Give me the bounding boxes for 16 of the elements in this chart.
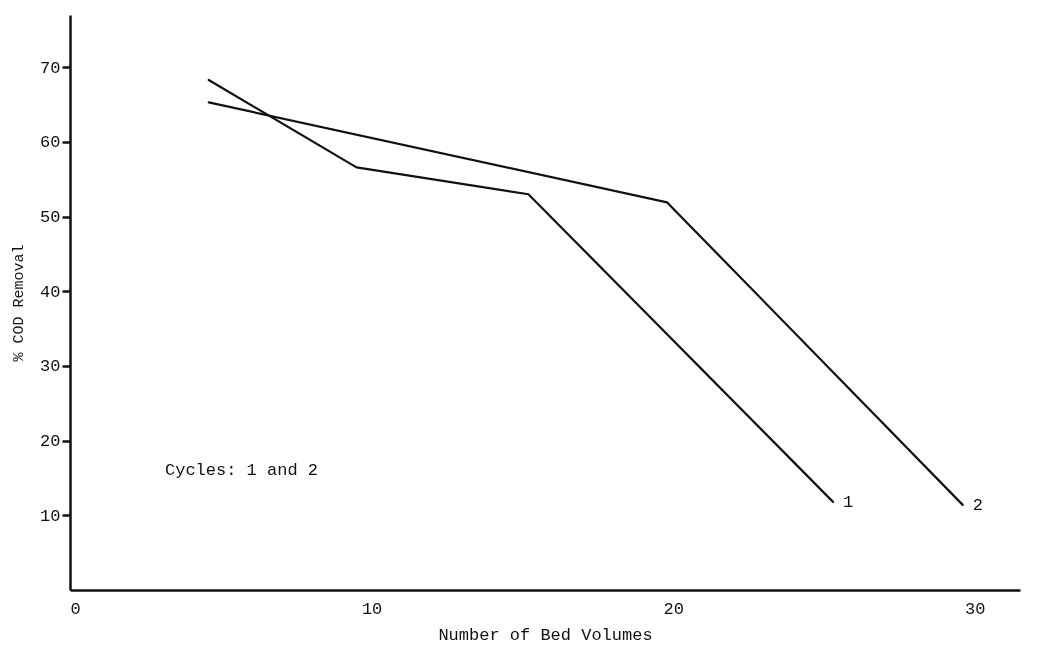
y-axis-title: % COD Removal [11, 244, 29, 362]
x-tick-label: 20 [663, 599, 684, 619]
y-tick-label: 10 [40, 506, 61, 526]
y-tick-label: 30 [40, 357, 61, 377]
x-tick-label: 10 [361, 599, 383, 619]
y-tick-label: 20 [40, 432, 61, 452]
y-tick-label: 70 [40, 58, 61, 78]
y-tick-label: 50 [40, 208, 61, 228]
x-tick-label: 30 [965, 599, 986, 619]
series-label: 1 [843, 492, 854, 512]
x-axis-title: Number of Bed Volumes [438, 625, 653, 645]
y-tick-label: 40 [40, 282, 61, 302]
y-tick-label: 60 [40, 133, 61, 153]
annotation: Cycles: 1 and 2 [165, 461, 319, 480]
x-tick-label: 0 [70, 599, 81, 619]
series-label: 2 [972, 495, 983, 515]
